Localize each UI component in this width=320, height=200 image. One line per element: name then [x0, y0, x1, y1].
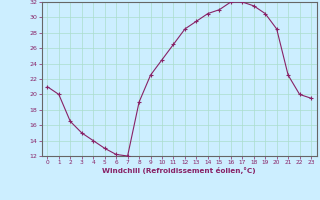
X-axis label: Windchill (Refroidissement éolien,°C): Windchill (Refroidissement éolien,°C) [102, 167, 256, 174]
